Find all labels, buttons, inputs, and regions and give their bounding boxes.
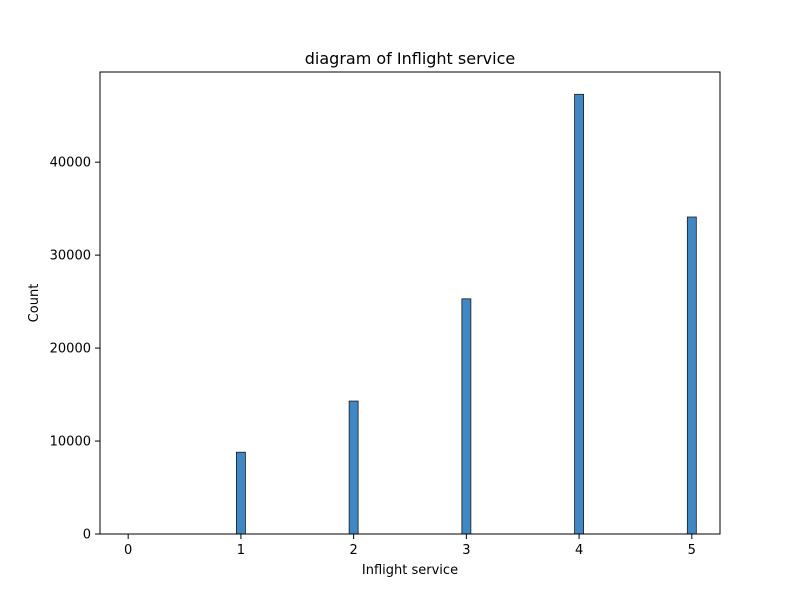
y-tick-label: 0 (83, 528, 91, 543)
x-tick-label: 4 (575, 543, 583, 558)
y-tick-label: 20000 (50, 342, 91, 357)
y-tick-label: 10000 (50, 435, 91, 450)
plot-frame (99, 71, 721, 535)
bar-1 (236, 451, 246, 535)
y-tick-label: 30000 (50, 249, 91, 264)
x-tick-label: 5 (688, 543, 696, 558)
y-tick-label: 40000 (50, 156, 91, 171)
y-axis-label: Count (27, 284, 42, 323)
x-tick-label: 3 (462, 543, 470, 558)
bar-2 (348, 400, 359, 535)
chart-title: diagram of Inflight service (305, 49, 515, 68)
y-axis: 0 10000 20000 30000 40000 (50, 156, 100, 543)
bar-3 (461, 298, 472, 535)
x-axis: 0 1 2 3 4 5 (124, 534, 696, 558)
bar-5 (686, 216, 697, 535)
x-tick-label: 1 (237, 543, 245, 558)
x-tick-label: 2 (349, 543, 357, 558)
x-axis-label: Inflight service (362, 563, 458, 578)
bar-4 (574, 93, 584, 535)
x-tick-label: 0 (124, 543, 132, 558)
